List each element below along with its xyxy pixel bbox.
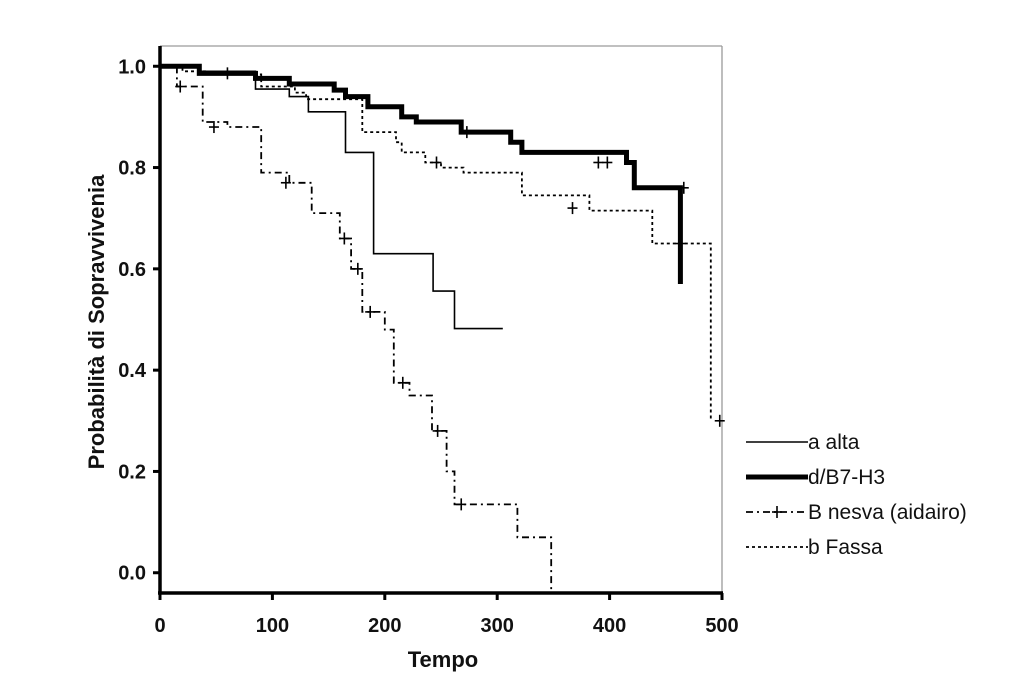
x-tick-label: 400 bbox=[593, 615, 626, 637]
censor-mark bbox=[431, 156, 442, 169]
censor-mark bbox=[339, 232, 350, 245]
y-tick-label: 0.8 bbox=[118, 158, 146, 180]
legend-label: d/B7-H3 bbox=[808, 466, 885, 489]
censor-mark bbox=[461, 126, 472, 139]
censor-mark bbox=[593, 156, 604, 169]
censor-mark bbox=[567, 202, 578, 215]
x-tick-label: 0 bbox=[154, 615, 165, 637]
censor-mark bbox=[675, 237, 686, 250]
y-ticks: 0.0 0.2 0.4 0.6 0.8 1.0 bbox=[118, 56, 160, 585]
censor-mark bbox=[175, 80, 186, 93]
x-tick-label: 300 bbox=[481, 615, 514, 637]
censor-mark bbox=[602, 156, 613, 169]
legend-label: B nesva (aidairo) bbox=[808, 501, 967, 524]
legend: a alta d/B7-H3 B nesva (aidairo) b Fassa bbox=[746, 431, 967, 559]
y-tick-label: 1.0 bbox=[118, 56, 146, 78]
x-tick-label: 100 bbox=[256, 615, 289, 637]
y-tick-label: 0.4 bbox=[118, 360, 147, 382]
censor-mark bbox=[397, 376, 408, 389]
legend-censor-mark bbox=[772, 506, 782, 518]
series-layer bbox=[160, 63, 725, 593]
censor-mark bbox=[432, 424, 443, 437]
x-axis-title: Tempo bbox=[408, 647, 478, 672]
series-line-1 bbox=[160, 65, 503, 330]
y-tick-label: 0.2 bbox=[118, 461, 146, 483]
series-line-3 bbox=[160, 65, 553, 593]
x-tick-label: 500 bbox=[705, 615, 738, 637]
legend-label: b Fassa bbox=[808, 536, 883, 559]
censor-mark bbox=[678, 181, 689, 194]
censor-mark bbox=[208, 121, 219, 134]
x-tick-label: 200 bbox=[368, 615, 401, 637]
censor-mark bbox=[222, 67, 233, 80]
censor-mark bbox=[456, 498, 467, 511]
y-tick-label: 0.0 bbox=[118, 563, 146, 585]
series-line-4 bbox=[160, 65, 712, 421]
plot-frame bbox=[160, 45, 723, 592]
y-tick-label: 0.6 bbox=[118, 259, 146, 281]
axes-layer bbox=[158, 46, 723, 595]
x-ticks: 0 100 200 300 400 500 bbox=[154, 593, 739, 637]
censor-mark bbox=[714, 414, 725, 427]
legend-label: a alta bbox=[808, 431, 860, 454]
censor-mark bbox=[365, 305, 376, 318]
censor-mark bbox=[280, 176, 291, 189]
y-axis-title: Probabilità di Sopravvivenia bbox=[84, 174, 109, 469]
censor-mark bbox=[352, 262, 363, 275]
series-line-2 bbox=[160, 63, 683, 284]
